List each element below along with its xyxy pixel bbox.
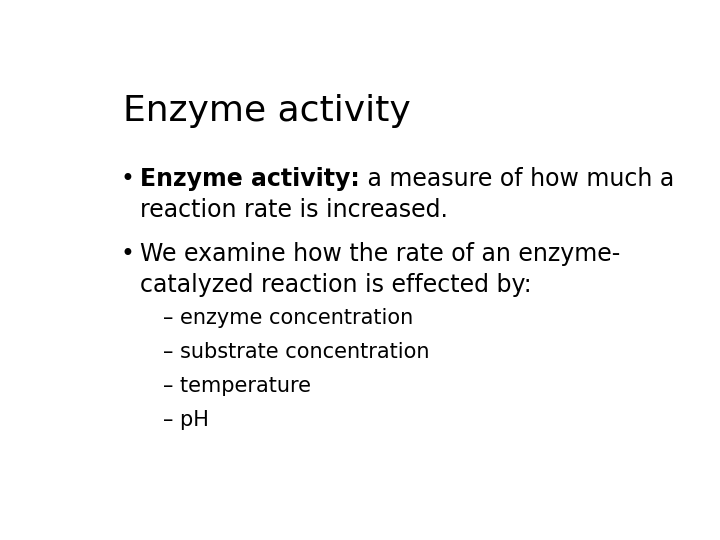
Text: •: • [121,241,135,266]
Text: We examine how the rate of an enzyme-: We examine how the rate of an enzyme- [140,241,621,266]
Text: – pH: – pH [163,410,208,430]
Text: – temperature: – temperature [163,376,310,396]
Text: •: • [121,167,135,191]
Text: Enzyme activity:: Enzyme activity: [140,167,360,191]
Text: catalyzed reaction is effected by:: catalyzed reaction is effected by: [140,273,532,296]
Text: – enzyme concentration: – enzyme concentration [163,308,413,328]
Text: Enzyme activity: Enzyme activity [124,94,411,128]
Text: – substrate concentration: – substrate concentration [163,342,429,362]
Text: a measure of how much a: a measure of how much a [360,167,674,191]
Text: reaction rate is increased.: reaction rate is increased. [140,198,448,222]
